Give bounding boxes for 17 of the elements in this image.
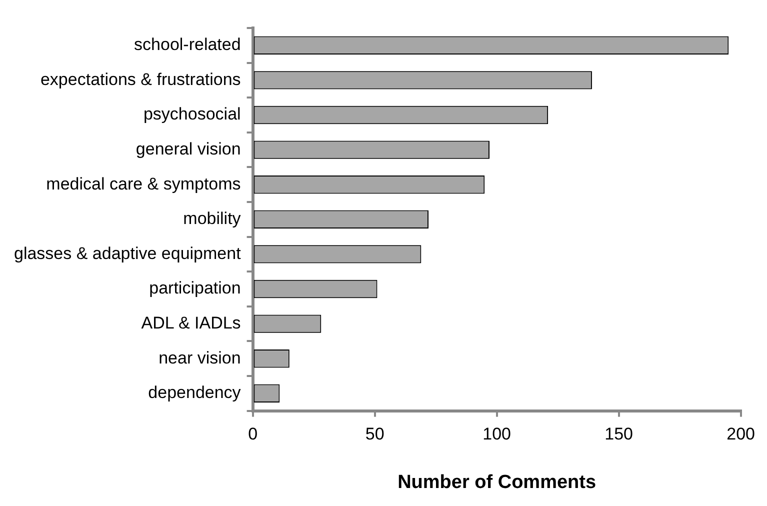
y-tick-label: medical care & symptoms bbox=[46, 174, 241, 194]
x-tick-label: 100 bbox=[482, 424, 511, 444]
x-tick-label: 0 bbox=[248, 424, 258, 444]
y-tick-label: ADL & IADLs bbox=[141, 313, 241, 332]
x-axis-title: Number of Comments bbox=[398, 472, 596, 493]
y-tick-label: dependency bbox=[148, 383, 242, 402]
y-tick-label: psychosocial bbox=[143, 104, 241, 124]
y-tick-label: participation bbox=[149, 278, 241, 298]
x-tick-label: 150 bbox=[604, 424, 634, 444]
y-tick-label: expectations & frustrations bbox=[40, 70, 241, 89]
y-tick-label: near vision bbox=[158, 348, 241, 368]
x-tick-label: 200 bbox=[726, 424, 756, 444]
y-tick-label: mobility bbox=[183, 209, 242, 228]
y-tick-label: glasses & adaptive equipment bbox=[14, 244, 242, 263]
x-tick-label: 50 bbox=[365, 424, 384, 444]
y-tick-label: school-related bbox=[134, 35, 241, 54]
y-tick-label: general vision bbox=[136, 139, 241, 158]
